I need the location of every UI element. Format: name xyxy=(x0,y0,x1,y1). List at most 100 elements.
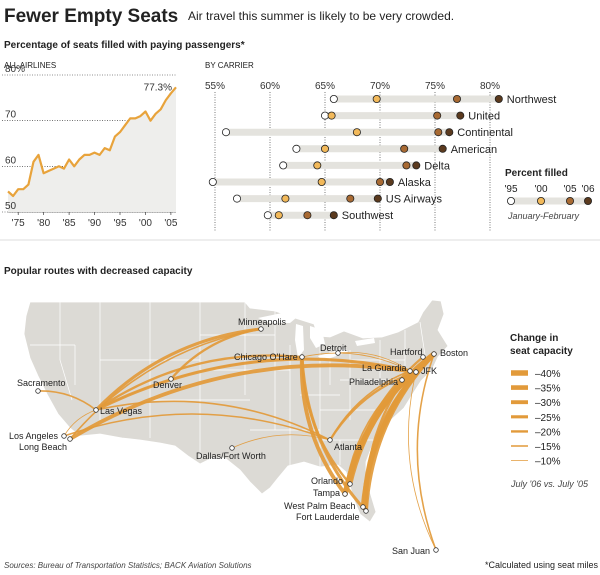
dot-2006 xyxy=(456,111,465,120)
dot-1995 xyxy=(208,177,217,186)
left-y-tick-label: 80% xyxy=(5,64,25,75)
city-tampa: Tampa xyxy=(313,488,348,498)
load-factor-area xyxy=(8,87,176,212)
dot-2000 xyxy=(317,177,326,186)
left-y-tick-label: 50 xyxy=(5,201,17,212)
city-longbeach: Long Beach xyxy=(19,436,73,452)
city-marker xyxy=(299,354,305,360)
city-marker xyxy=(67,436,73,442)
great-lake-michigan xyxy=(295,324,304,358)
route-losangeles-lasvegas xyxy=(63,409,97,437)
left-x-tick-label: '95 xyxy=(113,218,126,229)
dot-2006 xyxy=(445,128,454,137)
carrier-row: US Airways xyxy=(232,194,443,206)
legend-label: –10% xyxy=(535,457,561,468)
legend-dot-1995 xyxy=(506,196,515,205)
city-label: Denver xyxy=(153,380,182,390)
legend-label: –20% xyxy=(535,427,561,438)
city-marker xyxy=(431,351,437,357)
carrier-name-label: Continental xyxy=(457,127,513,139)
carrier-row: United xyxy=(320,111,500,123)
carrier-name-label: Southwest xyxy=(342,210,393,222)
city-marker xyxy=(61,433,67,439)
dot-1995 xyxy=(221,128,230,137)
dot-2000 xyxy=(372,95,381,104)
carrier-row: Continental xyxy=(221,127,513,139)
legend-label: –15% xyxy=(535,442,561,453)
route-boston-sanjuan xyxy=(416,353,437,551)
latest-value-label: 77.3% xyxy=(144,82,172,93)
route-lasvegas-laguardia xyxy=(95,358,411,411)
cities: Minneapolis Chicago O'Hare Detroit Hartford… xyxy=(9,317,468,556)
carrier-name-label: United xyxy=(468,111,500,123)
carrier-x-tick-label: 55% xyxy=(205,81,225,92)
section1-title: Percentage of seats filled with paying p… xyxy=(4,40,245,51)
city-label: Atlanta xyxy=(334,442,362,452)
route-chicago-orlando xyxy=(300,355,352,486)
capacity-legend-title-1: Change in xyxy=(510,333,558,344)
city-marker xyxy=(168,376,174,382)
section2-title: Popular routes with decreased capacity xyxy=(4,266,193,277)
route-detroit-laguardia xyxy=(337,352,411,372)
legend-dot-2006 xyxy=(584,196,593,205)
dot-2006 xyxy=(385,177,394,186)
legend-label: –40% xyxy=(535,369,561,380)
route-lasvegas-atlanta xyxy=(95,400,331,441)
left-x-tick-label: '00 xyxy=(139,218,152,229)
carrier-x-tick-label: 65% xyxy=(315,81,335,92)
city-label: Philadelphia xyxy=(349,377,398,387)
routes xyxy=(37,327,437,551)
dot-1995 xyxy=(329,95,338,104)
right-chart-rows: Northwest United Continental American Delta A… xyxy=(208,94,557,222)
great-lake-huron xyxy=(310,326,325,348)
city-marker xyxy=(258,326,264,332)
carrier-name-label: Northwest xyxy=(507,94,557,106)
city-marker xyxy=(399,377,405,383)
city-label: West Palm Beach xyxy=(284,501,355,511)
by-carrier-chart: BY CARRIER 55% 60% 65% 70% 75% 80% Northwest U… xyxy=(205,61,595,232)
dot-2005 xyxy=(375,177,384,186)
route-minneapolis-longbeach xyxy=(69,328,262,440)
legend-label: –35% xyxy=(535,384,561,395)
dot-2005 xyxy=(452,95,461,104)
carrier-x-tick-label: 75% xyxy=(425,81,445,92)
legend-year-label: '95 xyxy=(504,184,517,195)
dot-1995 xyxy=(232,194,241,203)
carrier-row: American xyxy=(292,144,497,156)
dot-2006 xyxy=(412,161,421,170)
route-boston-ftlauderdale xyxy=(364,352,436,513)
legend-dot-2005 xyxy=(566,196,575,205)
dot-2005 xyxy=(434,128,443,137)
dot-2005 xyxy=(303,211,312,220)
city-label: JFK xyxy=(421,366,437,376)
city-label: Minneapolis xyxy=(238,317,287,327)
great-lake-erie xyxy=(318,348,348,361)
city-marker xyxy=(93,407,99,413)
legend-label: –30% xyxy=(535,398,561,409)
city-detroit: Detroit xyxy=(320,343,347,356)
city-orlando: Orlando xyxy=(311,476,353,487)
left-x-tick-label: '80 xyxy=(37,218,50,229)
dot-2006 xyxy=(494,95,503,104)
city-marker xyxy=(433,547,439,553)
city-label: Chicago O'Hare xyxy=(234,352,298,362)
city-dallas: Dallas/Fort Worth xyxy=(196,445,266,461)
carrier-row: Delta xyxy=(279,160,451,172)
city-label: Detroit xyxy=(320,343,347,353)
left-y-tick-label: 60 xyxy=(5,155,17,166)
left-chart-ticks: 50 60 70 80% '75 '80 '85 '90 '95 '00 '05 xyxy=(5,64,178,229)
dot-1995 xyxy=(279,161,288,170)
city-label: Long Beach xyxy=(19,442,67,452)
headline-dek: Air travel this summer is likely to be v… xyxy=(188,9,454,23)
percent-filled-title: Percent filled xyxy=(505,168,568,179)
legend-year-label: '05 xyxy=(563,184,576,195)
city-boston: Boston xyxy=(431,348,468,358)
left-y-tick-label: 70 xyxy=(5,110,17,121)
city-sacramento: Sacramento xyxy=(17,378,66,394)
city-label: San Juan xyxy=(392,546,430,556)
city-atlanta: Atlanta xyxy=(327,437,362,452)
dot-2006 xyxy=(438,144,447,153)
carrier-name-label: Alaska xyxy=(398,177,432,189)
route-sacramento-lasvegas xyxy=(37,390,97,411)
